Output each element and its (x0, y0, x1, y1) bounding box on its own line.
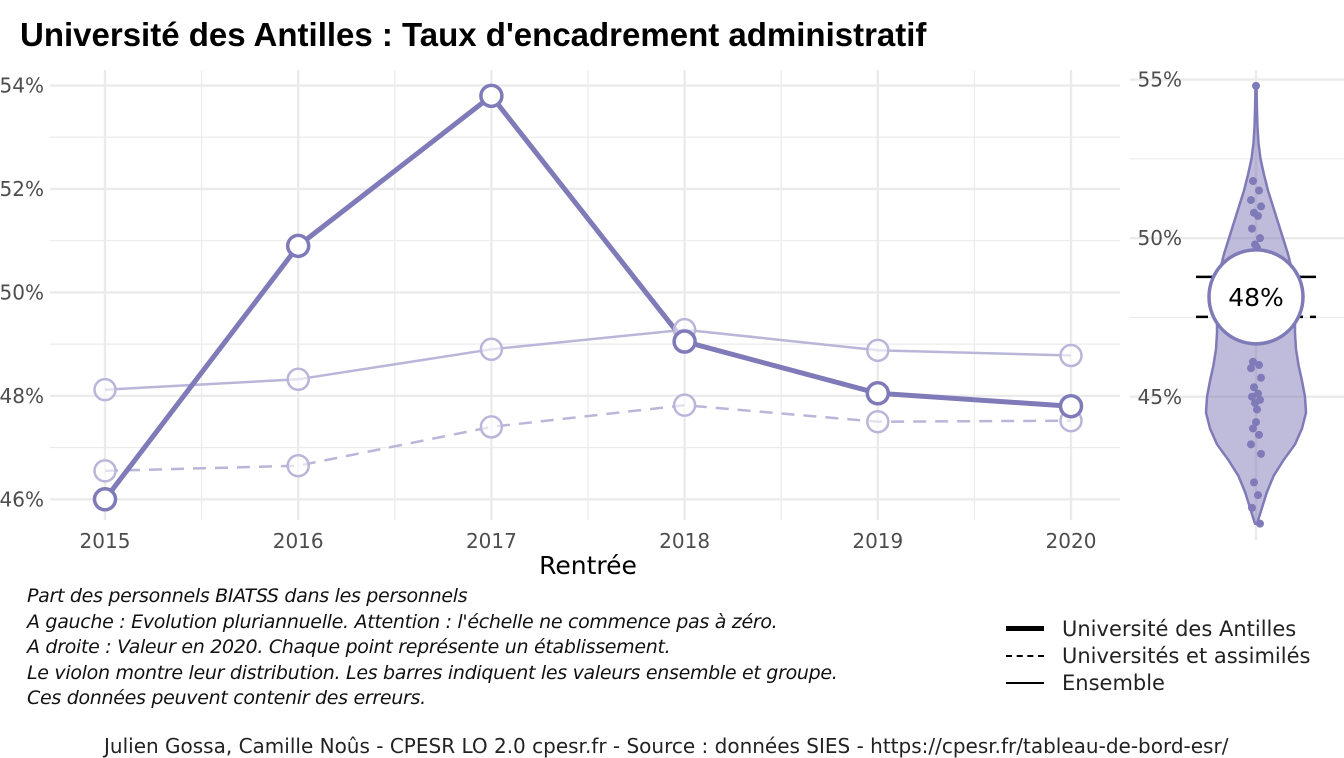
y-tick-label: 52% (0, 177, 44, 201)
x-tick-label: 2018 (659, 529, 710, 553)
data-points (92, 83, 1084, 512)
violin-point (1254, 389, 1262, 398)
grid-lines (50, 70, 1120, 520)
violin-point (1252, 81, 1260, 90)
y-tick-label: 50% (0, 280, 44, 304)
y-tick-label: 48% (0, 384, 44, 408)
y-tick-label: 55% (1138, 68, 1182, 92)
data-point (285, 233, 311, 259)
violin-panel: 45% 50% 55% 48% (1130, 68, 1344, 540)
caption-line: A droite : Valeur en 2020. Chaque point … (27, 636, 671, 658)
series-line-dashed (104, 403, 1072, 473)
legend-key-dashed (1006, 654, 1044, 657)
data-point (865, 381, 891, 406)
data-point (93, 377, 117, 402)
data-point (286, 367, 310, 392)
x-tick-label: 2019 (852, 529, 903, 553)
violin-point (1247, 440, 1255, 449)
caption-line: A gauche : Evolution pluriannuelle. Atte… (27, 610, 778, 633)
chart-title: Université des Antilles : Taux d'encadre… (20, 16, 927, 53)
x-axis-label: Rentrée (539, 551, 637, 580)
highlight-marker (1207, 248, 1305, 346)
legend-label: Universités et assimilés (1062, 643, 1311, 668)
series-lines (103, 93, 1072, 501)
violin-point (1248, 224, 1256, 233)
violin-point (1249, 424, 1257, 433)
highlight-value-label: 48% (1228, 283, 1284, 312)
violin-point (1254, 491, 1262, 500)
x-tick-label: 2015 (80, 529, 131, 553)
data-point (479, 337, 504, 362)
x-tick-label: 2016 (273, 529, 324, 553)
plot-background (50, 70, 1120, 520)
legend: Université des Antilles Universités et a… (1006, 615, 1310, 696)
violin-point (1247, 364, 1255, 373)
series-line-thick (103, 93, 1072, 501)
violin-point (1250, 478, 1258, 487)
legend-item: Université des Antilles (1006, 615, 1310, 642)
caption-line: Ces données peuvent contenir des erreurs… (27, 687, 426, 709)
legend-key-thin (1006, 681, 1044, 684)
violin-point (1257, 373, 1265, 382)
data-point (866, 338, 890, 363)
data-point (92, 487, 118, 512)
violin-points (1247, 81, 1265, 528)
y-tick-label: 54% (0, 74, 44, 98)
data-point (1059, 343, 1083, 368)
violin-point (1255, 186, 1263, 195)
data-point (672, 393, 697, 417)
violin-point (1249, 177, 1257, 186)
legend-key-thick (1006, 626, 1044, 631)
caption-line: Le violon montre leur distribution. Les … (27, 661, 838, 684)
credit-footer: Julien Gossa, Camille Noûs - CPESR LO 2.… (104, 734, 1229, 758)
legend-item: Ensemble (1006, 669, 1310, 696)
violin-point (1247, 196, 1255, 205)
line-chart-panel: 46% 48% 50% 52% 54% 2015 2016 2017 2018 2019 2020… (0, 70, 1120, 580)
data-point (479, 415, 504, 439)
series-line-thin (104, 328, 1072, 391)
x-tick-labels: 2015 2016 2017 2018 2019 2020 (80, 529, 1097, 553)
violin-y-tick-labels: 45% 50% 55% (1138, 68, 1182, 409)
data-point (93, 459, 117, 483)
y-tick-label: 46% (0, 487, 44, 511)
violin-point (1256, 234, 1264, 243)
legend-item: Universités et assimilés (1006, 642, 1310, 669)
violin-point (1250, 383, 1258, 392)
violin-point (1257, 202, 1265, 211)
data-point (1058, 393, 1084, 419)
legend-label: Université des Antilles (1062, 616, 1297, 641)
y-tick-labels: 46% 48% 50% 52% 54% (0, 74, 44, 512)
data-point (672, 329, 697, 354)
data-point (286, 453, 310, 478)
violin-point (1248, 392, 1256, 401)
violin-point (1255, 361, 1263, 370)
violin-point (1257, 449, 1265, 458)
violin-point (1256, 519, 1264, 528)
violin-point (1251, 399, 1259, 408)
violin-point (1255, 430, 1263, 439)
x-tick-label: 2017 (466, 529, 517, 553)
y-tick-label: 45% (1138, 385, 1182, 409)
violin-point (1248, 503, 1256, 512)
data-point (866, 409, 890, 434)
caption: Part des personnels BIATSS dans les pers… (27, 584, 838, 712)
violin-point (1252, 418, 1260, 427)
violin-point (1254, 211, 1262, 220)
y-tick-label: 50% (1138, 226, 1182, 250)
x-tick-label: 2020 (1046, 529, 1097, 553)
legend-label: Ensemble (1062, 670, 1165, 695)
violin-point (1253, 405, 1261, 414)
data-point (479, 83, 504, 109)
violin-point (1249, 357, 1257, 366)
caption-line: Part des personnels BIATSS dans les pers… (27, 585, 468, 607)
